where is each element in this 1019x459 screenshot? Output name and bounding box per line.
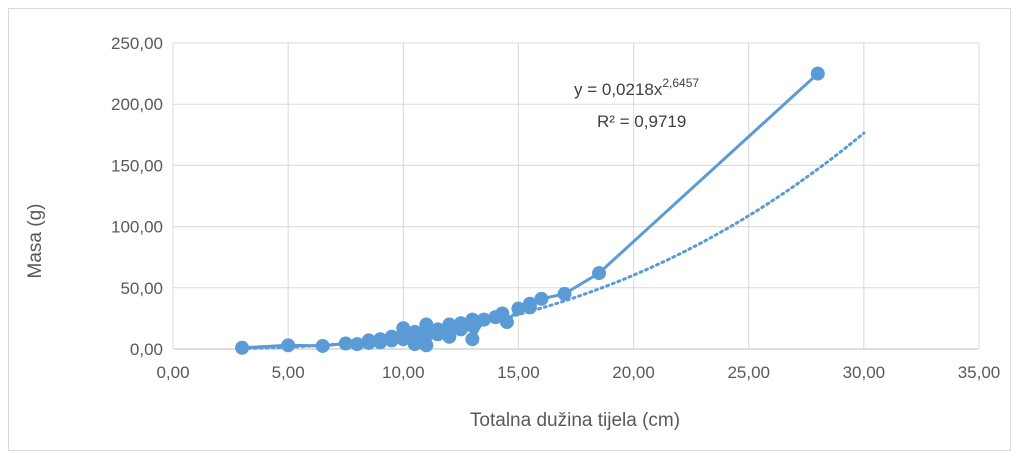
data-point bbox=[522, 300, 537, 315]
data-point bbox=[281, 338, 296, 353]
data-point bbox=[476, 312, 491, 327]
trendline-equation-exponent: 2,6457 bbox=[662, 76, 699, 90]
gridlines bbox=[172, 42, 980, 350]
data-point bbox=[465, 332, 480, 347]
x-tick-label: 0,00 bbox=[156, 363, 189, 382]
data-point bbox=[384, 333, 399, 348]
x-axis-title: Totalna dužina tijela (cm) bbox=[470, 410, 680, 431]
y-tick-label: 200,00 bbox=[111, 95, 163, 114]
trendline-equation: y = 0,0218x2,6457 bbox=[574, 76, 699, 99]
r-squared-label: R² = 0,9719 bbox=[597, 112, 686, 131]
data-point bbox=[315, 338, 330, 353]
data-point bbox=[465, 318, 480, 333]
y-tick-label: 250,00 bbox=[111, 34, 163, 53]
marker-layer bbox=[235, 66, 825, 355]
y-tick-label: 150,00 bbox=[111, 156, 163, 175]
data-point bbox=[407, 337, 422, 352]
x-tick-label: 35,00 bbox=[958, 363, 1001, 382]
y-axis-title: Masa (g) bbox=[25, 204, 46, 279]
x-tick-label: 20,00 bbox=[612, 363, 655, 382]
y-tick-label: 100,00 bbox=[111, 218, 163, 237]
x-axis-ticks: 0,00 5,00 10,00 15,00 20,00 25,00 30,00 35,00 bbox=[156, 363, 1000, 382]
x-tick-label: 15,00 bbox=[497, 363, 540, 382]
data-point bbox=[534, 291, 549, 306]
data-point bbox=[557, 286, 572, 301]
data-point bbox=[430, 327, 445, 342]
x-tick-label: 30,00 bbox=[843, 363, 886, 382]
data-point bbox=[592, 266, 607, 281]
data-point bbox=[235, 340, 250, 355]
data-point bbox=[810, 66, 825, 81]
chart-frame: 0,00 5,00 10,00 15,00 20,00 25,00 30,00 35,00 0… bbox=[8, 8, 1011, 451]
x-tick-label: 10,00 bbox=[382, 363, 425, 382]
x-tick-label: 25,00 bbox=[727, 363, 770, 382]
y-tick-label: 0,00 bbox=[130, 340, 163, 359]
y-axis-ticks: 0,00 50,00 100,00 150,00 200,00 250,00 bbox=[111, 34, 163, 359]
data-point bbox=[396, 332, 411, 347]
data-point bbox=[338, 336, 353, 351]
data-point bbox=[373, 335, 388, 350]
data-point bbox=[442, 329, 457, 344]
data-point bbox=[419, 328, 434, 343]
data-point bbox=[511, 301, 526, 316]
x-tick-label: 5,00 bbox=[272, 363, 305, 382]
trendline-equation-base: y = 0,0218x bbox=[574, 80, 663, 99]
data-point bbox=[361, 335, 376, 350]
data-point bbox=[350, 337, 365, 352]
data-point bbox=[419, 338, 434, 353]
data-point bbox=[499, 315, 514, 330]
y-tick-label: 50,00 bbox=[120, 279, 163, 298]
data-point bbox=[453, 322, 468, 337]
scatter-chart: 0,00 5,00 10,00 15,00 20,00 25,00 30,00 35,00 0… bbox=[25, 34, 1000, 431]
